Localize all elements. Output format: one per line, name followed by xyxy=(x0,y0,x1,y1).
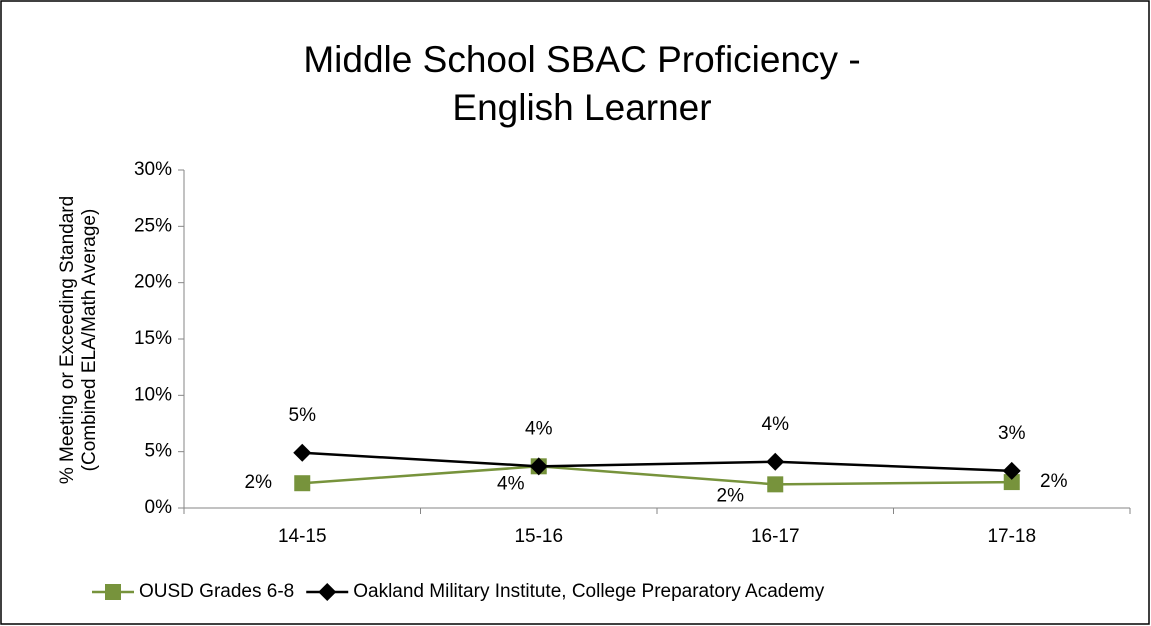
y-axis-label: % Meeting or Exceeding Standard (Combine… xyxy=(57,196,100,484)
data-label: 2% xyxy=(245,472,273,493)
data-label: 2% xyxy=(717,485,745,506)
legend-label: OUSD Grades 6-8 xyxy=(139,581,294,602)
data-label: 3% xyxy=(998,423,1026,444)
marker xyxy=(318,583,337,601)
x-tick-label: 16-17 xyxy=(751,526,800,547)
y-tick-label: 15% xyxy=(134,328,172,349)
data-label: 5% xyxy=(289,405,317,426)
data-label: 2% xyxy=(1040,471,1068,492)
y-axis-label-line: (Combined ELA/Math Average) xyxy=(79,209,100,472)
marker xyxy=(529,457,548,476)
marker xyxy=(1003,474,1020,491)
marker xyxy=(293,443,312,462)
x-tick-label: 15-16 xyxy=(514,526,563,547)
marker xyxy=(294,475,311,492)
y-tick-label: 30% xyxy=(134,159,172,180)
y-axis-label-line: % Meeting or Exceeding Standard xyxy=(57,196,78,484)
series-line xyxy=(302,465,1012,486)
data-label: 4% xyxy=(762,414,790,435)
data-label: 4% xyxy=(497,473,525,494)
chart-title: Middle School SBAC Proficiency - xyxy=(303,39,860,80)
x-tick-label: 17-18 xyxy=(987,526,1036,547)
y-tick-label: 25% xyxy=(134,215,172,236)
y-tick-label: 20% xyxy=(134,272,172,293)
series-line xyxy=(302,451,1012,473)
data-label: 4% xyxy=(525,418,553,439)
marker xyxy=(766,452,785,471)
y-tick-label: 0% xyxy=(145,497,173,518)
marker xyxy=(767,476,784,493)
marker xyxy=(105,584,121,600)
chart-title: English Learner xyxy=(452,87,711,128)
marker xyxy=(1002,461,1021,480)
y-tick-label: 5% xyxy=(145,441,173,462)
legend-label: Oakland Military Institute, College Prep… xyxy=(353,581,824,602)
y-tick-label: 10% xyxy=(134,384,172,405)
x-tick-label: 14-15 xyxy=(278,526,327,547)
